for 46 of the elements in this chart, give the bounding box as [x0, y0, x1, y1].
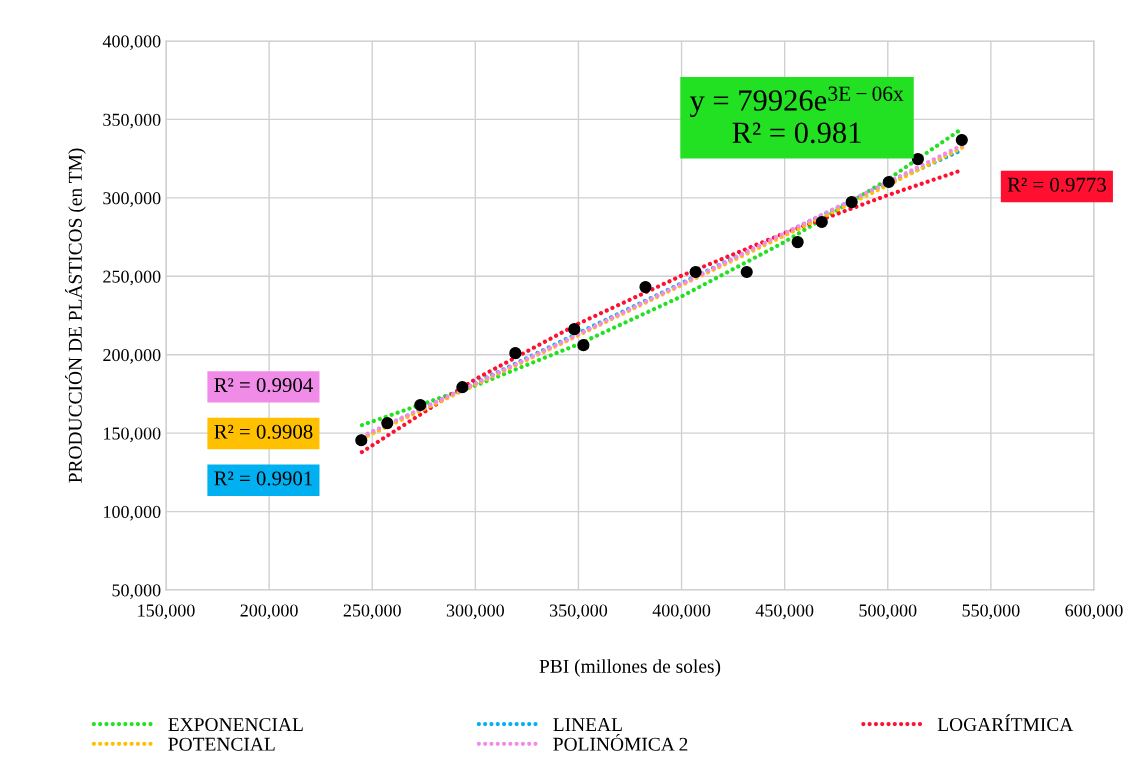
- annotation: R² = 0.9901: [214, 471, 312, 486]
- x-tick-label: 150,000: [138, 604, 195, 620]
- x-tick-label: 500,000: [859, 604, 917, 620]
- legend-label: LINEAL: [553, 718, 622, 731]
- point: [791, 236, 804, 249]
- x-tick-label: 300,000: [446, 604, 504, 620]
- x-tick-label: 450,000: [755, 604, 814, 620]
- point: [911, 153, 924, 166]
- legend-label: POTENCIAL: [168, 737, 275, 751]
- point: [882, 175, 895, 189]
- x-tick-label: 350,000: [549, 604, 608, 620]
- y-tick-label: 250,000: [103, 270, 161, 286]
- annotation: y = 79926e$^{3E−06x}$ R² = 0.981: [689, 86, 904, 144]
- point: [509, 347, 522, 360]
- point: [577, 339, 590, 352]
- point: [355, 434, 368, 447]
- point: [955, 133, 968, 147]
- y-tick-label: 350,000: [103, 113, 161, 129]
- legend-label: LOGARÍTMICA: [937, 714, 1074, 732]
- x-tick-label: 400,000: [652, 604, 711, 620]
- y-axis-title: PRODUCCIÓN DE PLÁSTICOS (en TM): [65, 148, 86, 483]
- y-tick-label: 400,000: [102, 35, 161, 51]
- point: [568, 323, 581, 336]
- point: [845, 196, 858, 209]
- x-tick-label: 600,000: [1065, 604, 1123, 620]
- y-tick-label: 300,000: [103, 192, 161, 207]
- point: [740, 265, 753, 279]
- y-tick-label: 150,000: [104, 427, 161, 443]
- y-tick-label: 50,000: [112, 584, 161, 600]
- x-axis-title: PBI (millones de soles): [539, 659, 721, 677]
- point: [381, 417, 394, 430]
- point: [689, 265, 702, 279]
- annotation: R² = 0.9904: [214, 378, 313, 393]
- x-tick-label: 550,000: [962, 604, 1020, 620]
- legend-label: EXPONENCIAL: [168, 718, 303, 732]
- legend-label: POLINÓMICA 2: [553, 733, 688, 751]
- y-tick-label: 200,000: [103, 348, 161, 364]
- x-tick-label: 250,000: [343, 604, 401, 620]
- y-tick-label: 100,000: [104, 505, 161, 521]
- point: [815, 215, 828, 229]
- annotation: R² = 0.9773: [1007, 177, 1106, 192]
- annotation: R² = 0.9908: [214, 424, 313, 439]
- point: [414, 398, 427, 412]
- x-tick-label: 200,000: [240, 604, 298, 620]
- point: [456, 381, 469, 394]
- point: [639, 281, 652, 294]
